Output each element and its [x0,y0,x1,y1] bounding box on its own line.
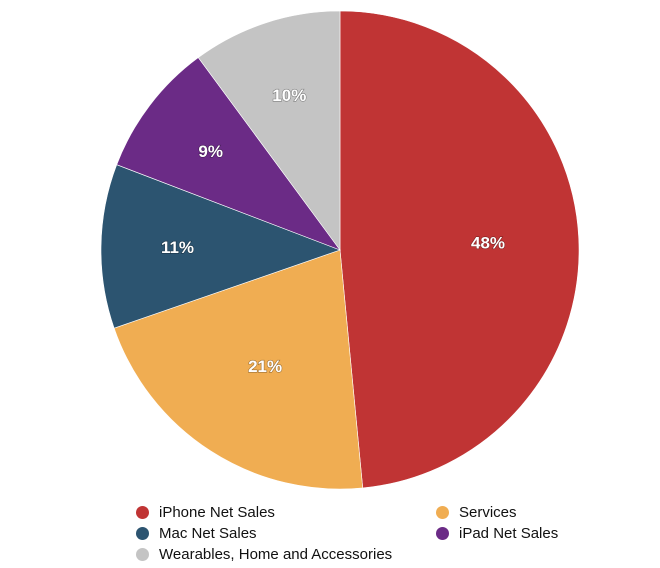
slice-label-iphone: 48% [471,233,505,252]
pie-slice-services [113,249,364,490]
slice-label-mac: 11% [161,238,194,257]
legend-swatch-wearables [136,547,149,561]
legend-swatch-services [436,505,449,519]
legend-item-iphone: iPhone Net Sales [136,502,275,522]
legend-label-ipad: iPad Net Sales [459,524,559,542]
slice-label-ipad: 9% [198,142,223,161]
legend-swatch-mac [136,526,149,540]
slice-label-wearables: 10% [272,86,306,105]
legend-label-iphone: iPhone Net Sales [159,503,275,521]
legend: iPhone Net Sales Services Mac Net Sales … [136,502,606,564]
legend-item-wearables: Wearables, Home and Accessories [136,544,392,564]
legend-swatch-ipad [436,526,449,540]
pie-slice-iphone [339,10,580,489]
pie-slice-labels: 48% 21% 11% 9% 10% [160,85,505,376]
pie-slice-wearables [197,10,341,251]
legend-item-services: Services [436,502,517,522]
pie-slice-mac [100,164,341,329]
pie-chart-svg: 48% 21% 11% 9% 10% [100,10,580,490]
legend-swatch-iphone [136,505,149,519]
legend-label-services: Services [459,503,517,521]
legend-item-mac: Mac Net Sales [136,523,257,543]
pie-slices [100,10,580,490]
pie-slice-ipad [116,57,341,251]
legend-label-wearables: Wearables, Home and Accessories [159,545,393,563]
legend-label-mac: Mac Net Sales [159,524,257,542]
legend-item-ipad: iPad Net Sales [436,523,558,543]
slice-label-services: 21% [248,357,282,376]
